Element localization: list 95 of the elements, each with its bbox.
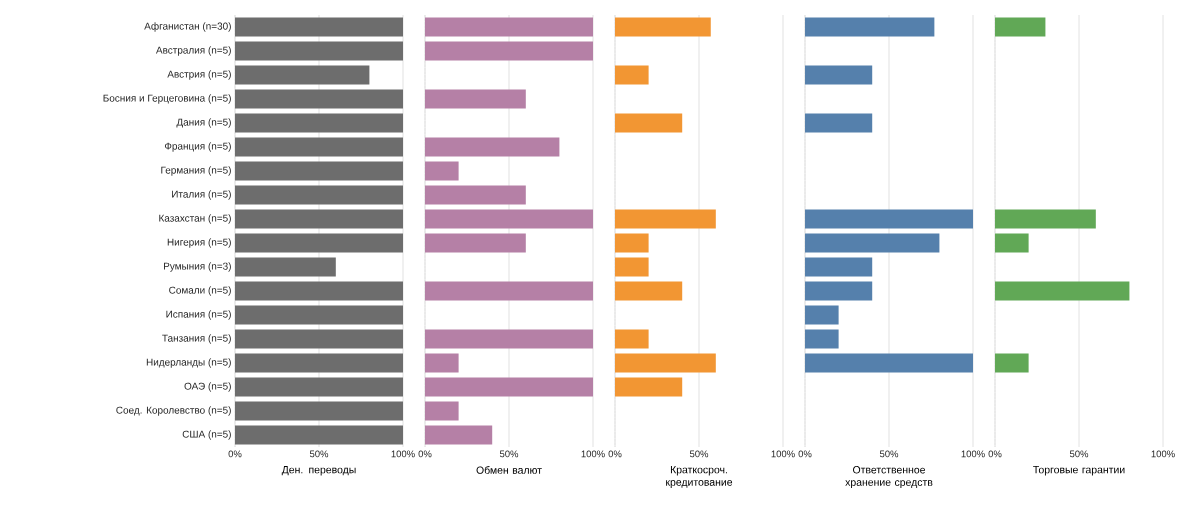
bar (615, 353, 716, 373)
bar (805, 113, 873, 133)
x-axis-title: Обмен валют (476, 466, 542, 474)
bar (425, 353, 459, 373)
y-tick-label: ОАЭ (n=5) (184, 382, 231, 392)
bar (425, 281, 594, 301)
bar (235, 113, 403, 133)
bar (235, 401, 403, 421)
bar (805, 257, 873, 277)
bar (235, 353, 403, 373)
bar (235, 233, 403, 253)
y-tick-label: Сомали (n=5) (169, 286, 231, 296)
bar (425, 401, 459, 421)
x-tick-label: 0% (798, 450, 812, 458)
bar (425, 233, 526, 253)
y-tick-label: Афганистан (n=30) (144, 22, 231, 32)
x-axis-title: Ответственное хранение средств (845, 466, 933, 488)
x-tick-label: 50% (879, 450, 899, 458)
y-tick-label: Испания (n=5) (166, 310, 231, 320)
bar (615, 257, 649, 277)
x-tick-label: 50% (1069, 450, 1089, 458)
bar (235, 281, 403, 301)
bar (425, 209, 594, 229)
y-tick-label: Казахстан (n=5) (159, 214, 231, 224)
y-tick-label: Нидерланды (n=5) (146, 358, 231, 368)
y-tick-label: Франция (n=5) (164, 142, 231, 152)
bar (805, 233, 940, 253)
x-axis-title: Торговые гарантии (1033, 466, 1125, 476)
y-tick-label: Румыния (n=3) (164, 262, 231, 272)
bar (995, 17, 1046, 37)
x-axis-title: Ден. переводы (281, 466, 356, 476)
y-tick-label: Нигерия (n=5) (167, 238, 231, 248)
bar (425, 185, 526, 205)
x-tick-label: 0% (228, 450, 242, 458)
bar (995, 353, 1029, 373)
bar (995, 281, 1130, 301)
y-tick-label: Дания (n=5) (176, 118, 231, 128)
bar (235, 185, 403, 205)
bar (235, 209, 403, 229)
bar (235, 329, 403, 349)
bar (805, 17, 935, 37)
bar (995, 209, 1096, 229)
bar (425, 377, 594, 397)
y-tick-label: Германия (n=5) (161, 166, 231, 176)
bar (235, 305, 403, 325)
bar (615, 281, 683, 301)
bar (235, 89, 403, 109)
y-tick-label: Танзания (n=5) (162, 334, 231, 344)
y-tick-label: Босния и Герцеговина (n=5) (103, 94, 231, 104)
x-tick-label: 100% (581, 450, 605, 458)
bar (805, 209, 974, 229)
bar (235, 161, 403, 181)
bar (805, 281, 873, 301)
x-tick-label: 50% (689, 450, 709, 458)
bar (615, 377, 683, 397)
bar (235, 257, 336, 277)
bar (235, 41, 403, 61)
y-tick-label: США (n=5) (182, 430, 231, 440)
y-tick-label: Австрия (n=5) (167, 70, 231, 80)
x-tick-label: 0% (418, 450, 432, 458)
x-tick-label: 50% (309, 450, 329, 458)
y-tick-label: Италия (n=5) (172, 190, 231, 200)
x-tick-label: 100% (771, 450, 795, 458)
bar (615, 329, 649, 349)
bar (425, 329, 594, 349)
bar (805, 353, 974, 373)
bar (235, 65, 370, 85)
bar (425, 41, 594, 61)
bar (425, 137, 560, 157)
bar (615, 233, 649, 253)
bar (805, 305, 839, 325)
bar (425, 425, 493, 445)
bar (995, 233, 1029, 253)
bar (235, 425, 403, 445)
bar (805, 65, 873, 85)
bar (235, 377, 403, 397)
x-tick-label: 100% (1151, 450, 1175, 458)
bar (235, 137, 403, 157)
x-axis-title: Краткосроч. кредитование (666, 466, 733, 488)
x-tick-label: 50% (499, 450, 519, 458)
bar (615, 65, 649, 85)
bar (805, 329, 839, 349)
bar (425, 17, 594, 37)
bar (235, 17, 403, 37)
bar (425, 89, 526, 109)
x-tick-label: 0% (608, 450, 622, 458)
bar (425, 161, 459, 181)
bar (615, 113, 683, 133)
bar (615, 17, 711, 37)
y-tick-label: Соед. Королевство (n=5) (116, 406, 231, 416)
bar (615, 209, 716, 229)
x-tick-label: 0% (988, 450, 1002, 458)
x-tick-label: 100% (961, 450, 985, 458)
y-tick-label: Австралия (n=5) (155, 46, 231, 56)
x-tick-label: 100% (391, 450, 415, 458)
